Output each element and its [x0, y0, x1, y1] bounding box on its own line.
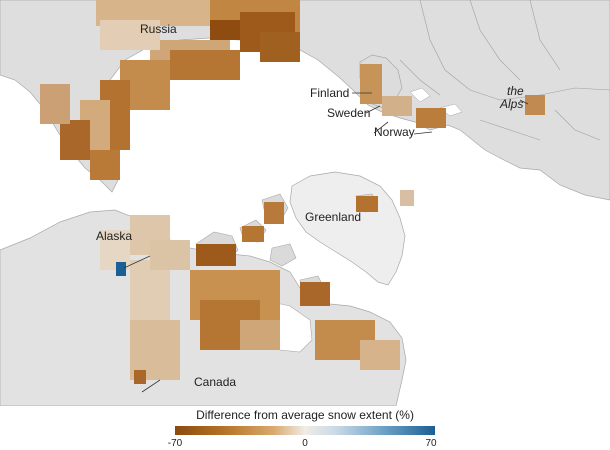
- map-canvas: Russia Finland Sweden Norway the Alps Gr…: [0, 0, 610, 406]
- snow-anomaly-cells: [40, 0, 545, 384]
- europe-borders: [399, 0, 610, 141]
- label-the-alps-line2: Alps: [499, 97, 523, 111]
- label-finland: Finland: [310, 86, 349, 100]
- legend: Difference from average snow extent (%) …: [0, 406, 610, 450]
- legend-tick-min: -70: [167, 438, 183, 449]
- leader-lines: [123, 92, 529, 393]
- legend-title: Difference from average snow extent (%): [196, 408, 414, 422]
- label-greenland: Greenland: [305, 210, 361, 224]
- legend-tick-max: 70: [425, 438, 437, 449]
- label-sweden: Sweden: [327, 106, 370, 120]
- label-canada: Canada: [194, 375, 236, 389]
- label-norway: Norway: [374, 125, 415, 139]
- legend-tick-zero: 0: [302, 438, 308, 449]
- label-alaska: Alaska: [96, 229, 132, 243]
- map-labels: Russia Finland Sweden Norway the Alps Gr…: [96, 22, 524, 389]
- label-the-alps-line1: the: [507, 84, 524, 98]
- label-russia: Russia: [140, 22, 177, 36]
- europe-lakes: [409, 87, 463, 117]
- legend-color-bar: [175, 426, 435, 435]
- snow-extent-map: Russia Finland Sweden Norway the Alps Gr…: [0, 0, 610, 406]
